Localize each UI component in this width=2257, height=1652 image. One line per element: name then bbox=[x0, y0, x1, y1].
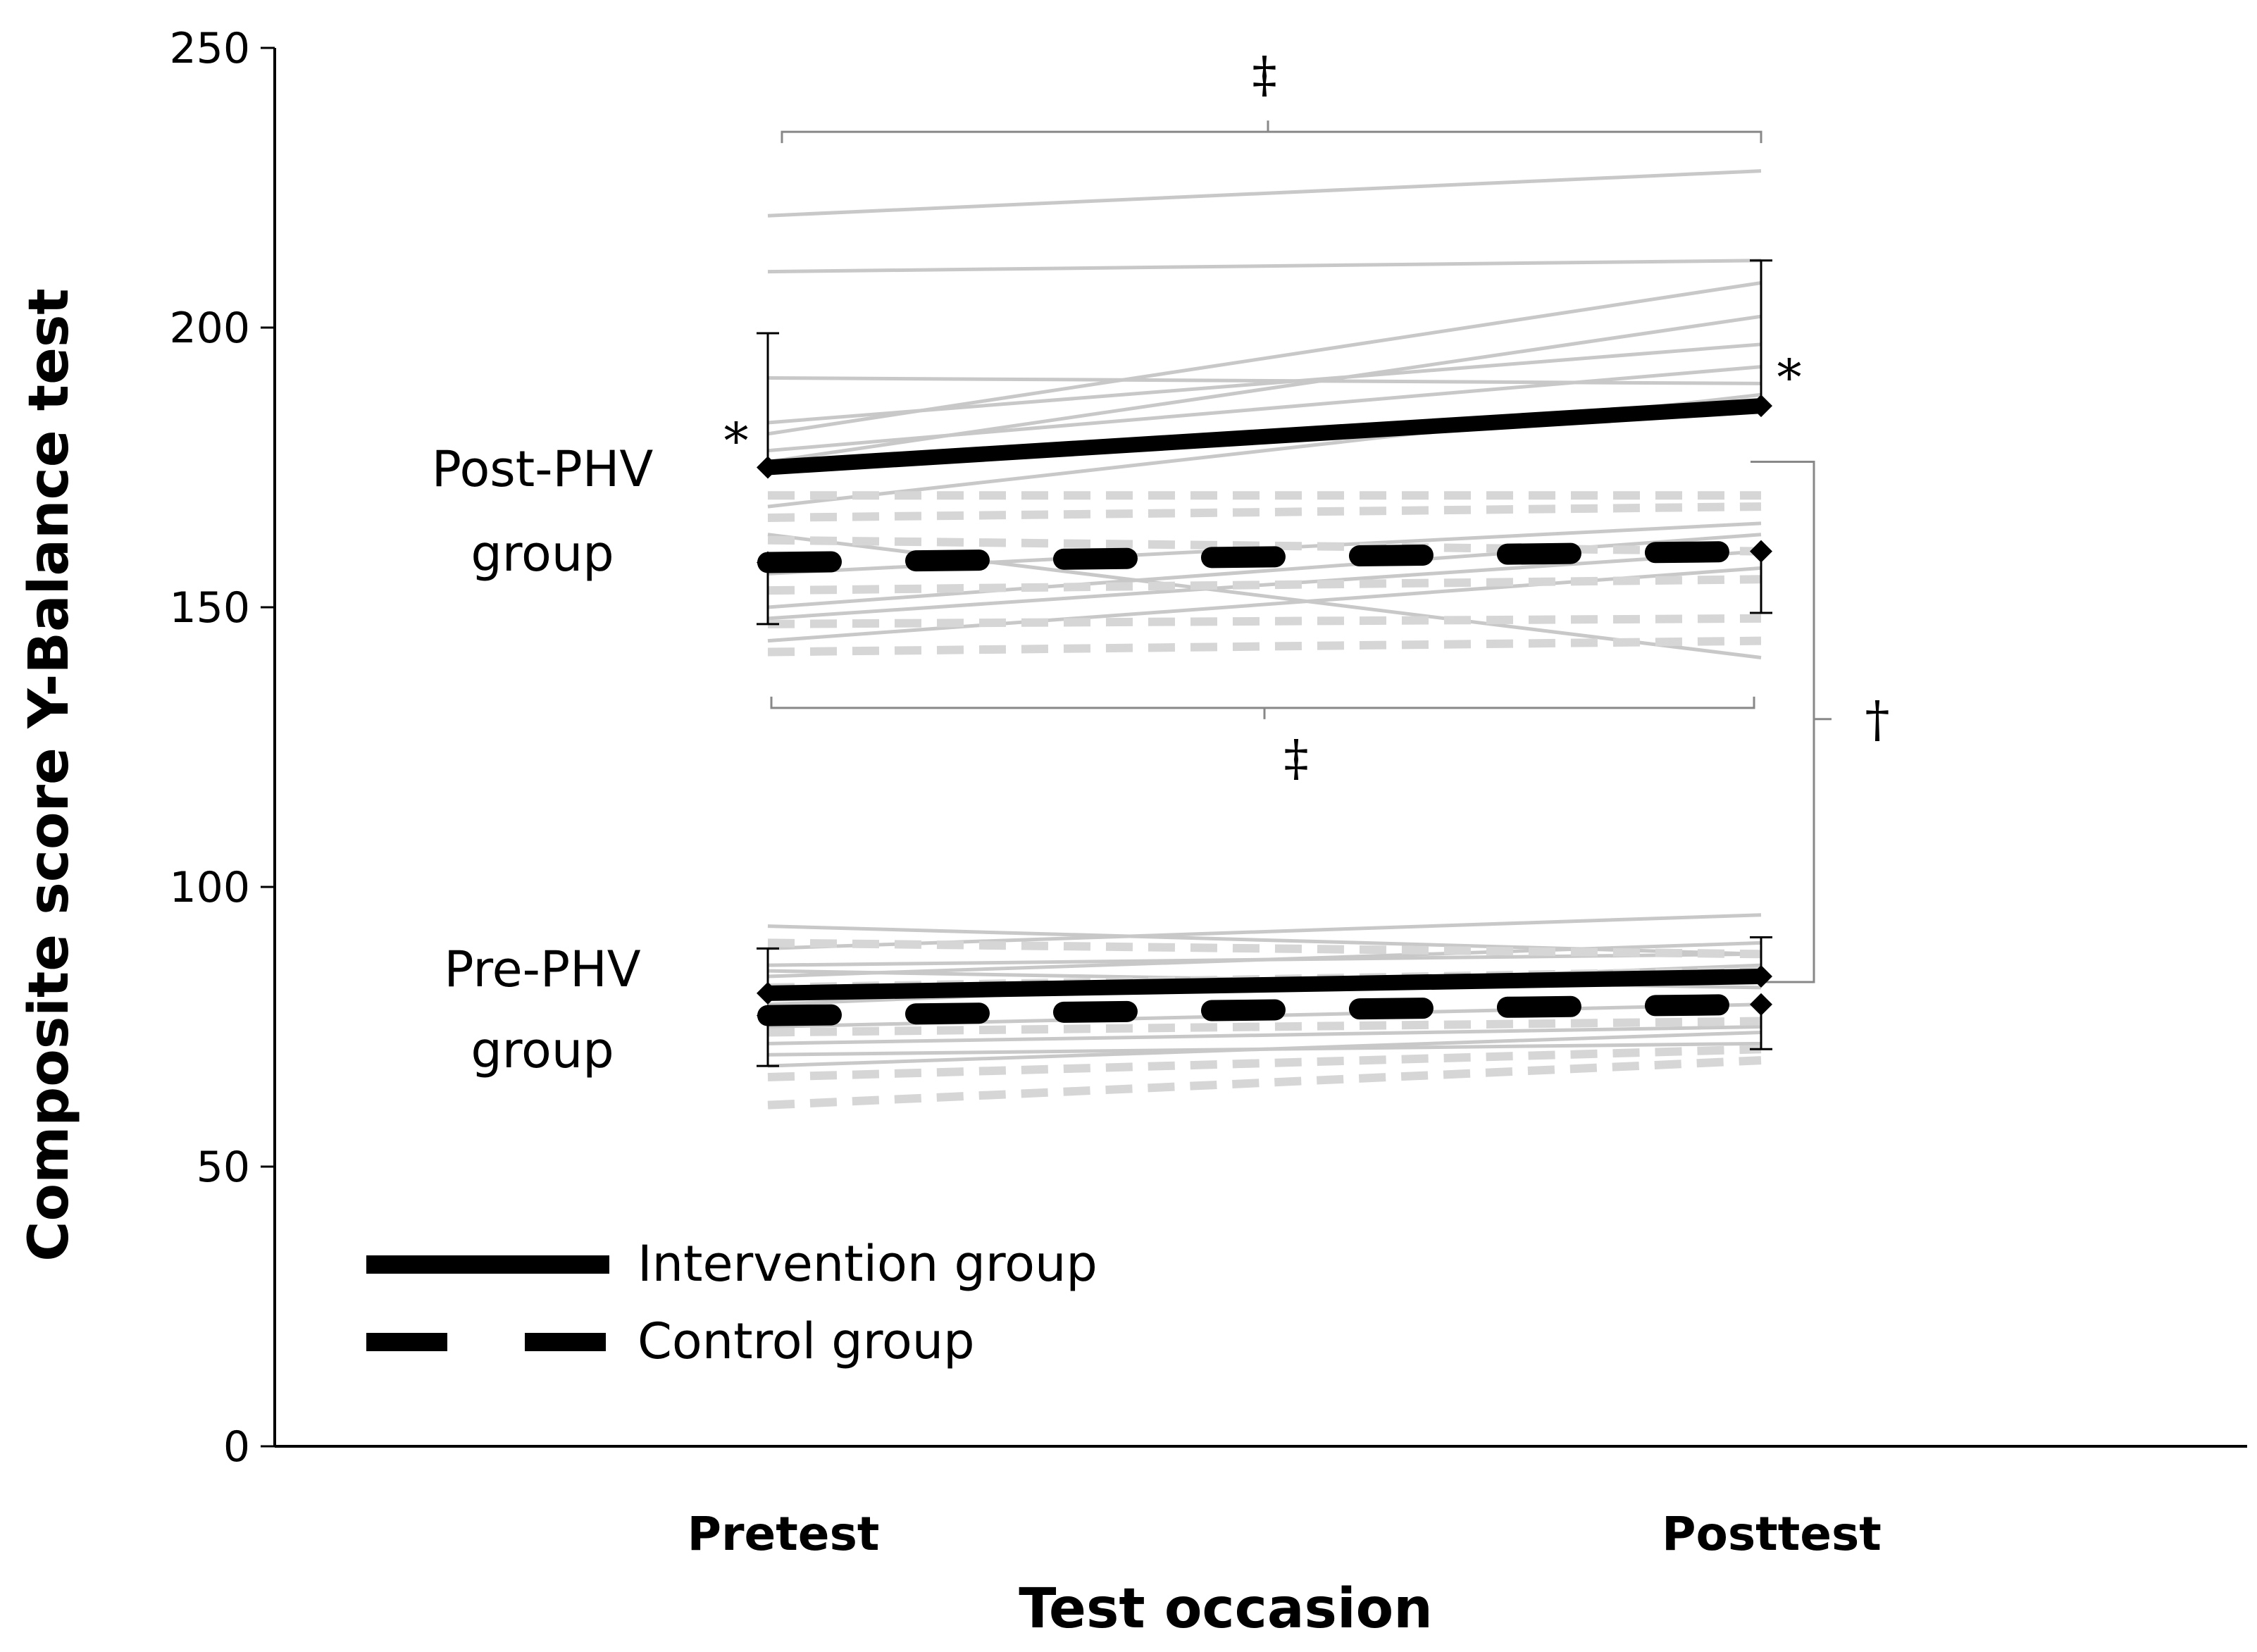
double-dagger-middle: ‡ bbox=[1284, 729, 1309, 787]
double-dagger-top: ‡ bbox=[1252, 46, 1277, 104]
individual-dotted-line bbox=[767, 1045, 1762, 1081]
significance-star-pretest: * bbox=[724, 412, 749, 470]
y-tick-label: 0 bbox=[223, 1422, 250, 1472]
bracket-between-groups bbox=[1751, 461, 1832, 983]
y-tick-label: 250 bbox=[169, 24, 250, 73]
individual-dotted-line bbox=[767, 1017, 1762, 1037]
y-tick-label: 50 bbox=[197, 1143, 250, 1192]
individual-line bbox=[767, 314, 1762, 464]
individual-line bbox=[767, 549, 1762, 621]
post-phv-label-line2: group bbox=[471, 525, 614, 583]
pre-phv-label-line1: Pre-PHV bbox=[444, 940, 640, 998]
mean-line-pre-phvcontrol bbox=[757, 993, 1772, 1026]
individual-line bbox=[767, 169, 1762, 218]
individual-dotted-line bbox=[767, 938, 1762, 959]
individual-dotted-line bbox=[767, 1056, 1762, 1110]
significance-star-posttest: * bbox=[1777, 349, 1802, 406]
y-tick-label: 100 bbox=[169, 863, 250, 912]
x-axis-title: Test occasion bbox=[1019, 1577, 1433, 1641]
post-phv-label-line1: Post-PHV bbox=[432, 440, 654, 498]
pre-phv-label-line2: group bbox=[471, 1021, 614, 1079]
individual-lines bbox=[767, 169, 1762, 1110]
mean-line-post-phvcontrol bbox=[757, 540, 1772, 573]
individual-dotted-line bbox=[767, 535, 1762, 556]
significance-brackets bbox=[770, 120, 1832, 983]
y-tick-label: 200 bbox=[169, 304, 250, 353]
legend-label-control: Control group bbox=[638, 1312, 975, 1370]
individual-line bbox=[767, 1041, 1762, 1057]
individual-line bbox=[767, 566, 1762, 643]
individual-dotted-line bbox=[767, 614, 1762, 628]
mean-line-pre-phvintervention bbox=[760, 969, 1769, 1001]
dagger-between-groups: † bbox=[1865, 690, 1890, 748]
individual-line bbox=[767, 913, 1762, 950]
individual-line bbox=[767, 259, 1762, 274]
x-tick-label-pretest: Pretest bbox=[688, 1507, 880, 1561]
y-ticks: 0 50 100 150 200 250 bbox=[169, 24, 275, 1472]
x-tick-label-posttest: Posttest bbox=[1662, 1507, 1882, 1561]
bracket-post-phv-bottom bbox=[770, 696, 1755, 719]
individual-line bbox=[767, 281, 1762, 436]
individual-line bbox=[767, 1025, 1762, 1045]
error-bars bbox=[757, 259, 1772, 1067]
individual-dotted-line bbox=[767, 636, 1762, 657]
bracket-post-phv-top bbox=[781, 120, 1762, 144]
axes bbox=[273, 48, 2247, 1448]
y-axis-title: Composite score Y-Balance test bbox=[18, 288, 81, 1261]
individual-dotted-line bbox=[767, 502, 1762, 522]
individual-dotted-line bbox=[767, 575, 1762, 595]
legend: Intervention group Control group bbox=[366, 1235, 1098, 1370]
individual-line bbox=[767, 375, 1762, 385]
mean-lines bbox=[757, 395, 1772, 1027]
y-tick-label: 150 bbox=[169, 583, 250, 633]
mean-line-post-phvintervention bbox=[760, 398, 1769, 476]
legend-label-intervention: Intervention group bbox=[638, 1235, 1098, 1293]
